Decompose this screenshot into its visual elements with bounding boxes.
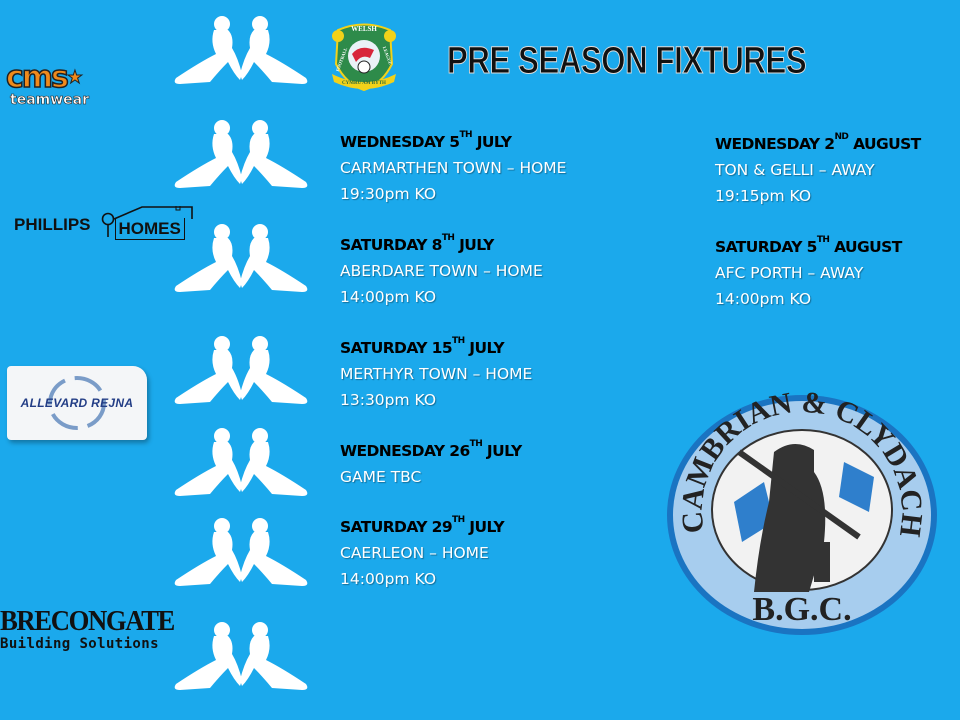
fixture-date: WEDNESDAY 5TH JULY [340,129,566,155]
fixture: SATURDAY 29TH JULY CAERLEON – HOME 14:00pm… [340,514,505,592]
fixture-day: WEDNESDAY 26 [340,442,470,460]
fixture-day: WEDNESDAY 2 [715,135,835,153]
fixture: SATURDAY 8TH JULY ABERDARE TOWN – HOME 14:… [340,232,543,310]
fixture-opponent: TON & GELLI – AWAY [715,161,875,179]
league-badge-right-text: LEAGUE [382,46,393,66]
allevard-text: ALLEVARD REJNA [20,396,134,410]
page-title: PRE SEASON FIXTURES [447,40,808,83]
fixture-date: SATURDAY 8TH JULY [340,232,543,258]
league-badge-bottom-text: CYMRU AM BYTH [342,81,386,86]
fixture-kickoff: 14:00pm KO [340,570,437,588]
fixture-date: SATURDAY 29TH JULY [340,514,505,540]
fixture-month: JULY [454,236,494,254]
kappa-logo-icon [174,120,308,188]
fixture: WEDNESDAY 26TH JULY GAME TBC [340,438,522,490]
fixture-day: SATURDAY 29 [340,518,453,536]
fixture: SATURDAY 15TH JULY MERTHYR TOWN – HOME 13:… [340,335,532,413]
kappa-logo-icon [174,336,308,404]
date-suffix: TH [452,515,465,525]
tree-icon [101,212,114,237]
date-suffix: ND [834,132,849,142]
cms-logo-text: cms [5,60,69,95]
fixture-month: AUGUST [848,135,921,153]
fixture-kickoff: 13:30pm KO [340,391,437,409]
kappa-logo-icon [174,16,308,84]
fixture-day: SATURDAY 8 [340,236,442,254]
fixture-opponent: MERTHYR TOWN – HOME [340,365,533,383]
club-initials: B.G.C. [752,591,851,628]
fixture-kickoff: 14:00pm KO [340,288,437,306]
fixture-day: SATURDAY 15 [340,339,453,357]
fixture-month: JULY [464,518,504,536]
fixture-kickoff: 14:00pm KO [715,290,812,308]
fixture-kickoff: 19:15pm KO [715,187,812,205]
roof-icon [113,206,193,220]
fixture: SATURDAY 5TH AUGUST AFC PORTH – AWAY 14:00… [715,234,902,312]
kappa-logo-icon [174,622,308,690]
fixture-opponent: CARMARTHEN TOWN – HOME [340,159,567,177]
fixture-day: SATURDAY 5 [715,238,817,256]
kappa-logo-icon [174,224,308,292]
homes-house: HOMES [113,206,193,240]
welsh-league-badge: WELSH FOOTBALL LEAGUE CYMRU AM BYTH [332,23,396,92]
homes-text: HOMES [118,219,181,238]
brecongate-text: BRECONGATE [0,605,175,637]
date-suffix: TH [459,130,472,140]
phillips-homes-logo: PHILLIPS HOMES [14,206,193,240]
club-badge: CAMBRIAN & CLYDACH VALE B.G.C. [664,392,937,635]
fixture-month: AUGUST [829,238,902,256]
fixture: WEDNESDAY 2ND AUGUST TON & GELLI – AWAY 19… [715,131,921,209]
fixture-day: WEDNESDAY 5 [340,133,460,151]
fixture-opponent: GAME TBC [340,468,422,486]
date-suffix: TH [452,336,465,346]
date-suffix: TH [469,439,483,449]
fixture-opponent: ABERDARE TOWN – HOME [340,262,543,280]
kappa-logo-icon [174,428,308,496]
phillips-text: PHILLIPS [14,215,91,234]
brecongate-tagline: Building Solutions [0,636,159,652]
date-suffix: TH [441,233,455,243]
fixture-month: JULY [482,442,522,460]
fixture: WEDNESDAY 5TH JULY CARMARTHEN TOWN – HOME… [340,129,566,207]
cms-tagline: teamwear [10,92,90,109]
fixture-date: WEDNESDAY 2ND AUGUST [715,131,921,157]
fixture-date: WEDNESDAY 26TH JULY [340,438,522,464]
cms-teamwear-logo: cms★ teamwear [5,62,90,109]
fixture-kickoff: 19:30pm KO [340,185,437,203]
star-icon: ★ [66,67,83,89]
swirl-icon [48,376,106,430]
fixture-opponent: CAERLEON – HOME [340,544,489,562]
fixture-opponent: AFC PORTH – AWAY [715,264,864,282]
fixture-date: SATURDAY 5TH AUGUST [715,234,902,260]
kappa-logo-icon [174,518,308,586]
allevard-rejna-logo: ALLEVARD REJNA [7,366,147,440]
fixture-month: JULY [464,339,504,357]
fixture-month: JULY [471,133,512,151]
date-suffix: TH [816,235,830,245]
brecongate-logo: BRECONGATE Building Solutions [0,606,189,652]
fixture-date: SATURDAY 15TH JULY [340,335,532,361]
league-badge-top-text: WELSH [351,25,377,33]
